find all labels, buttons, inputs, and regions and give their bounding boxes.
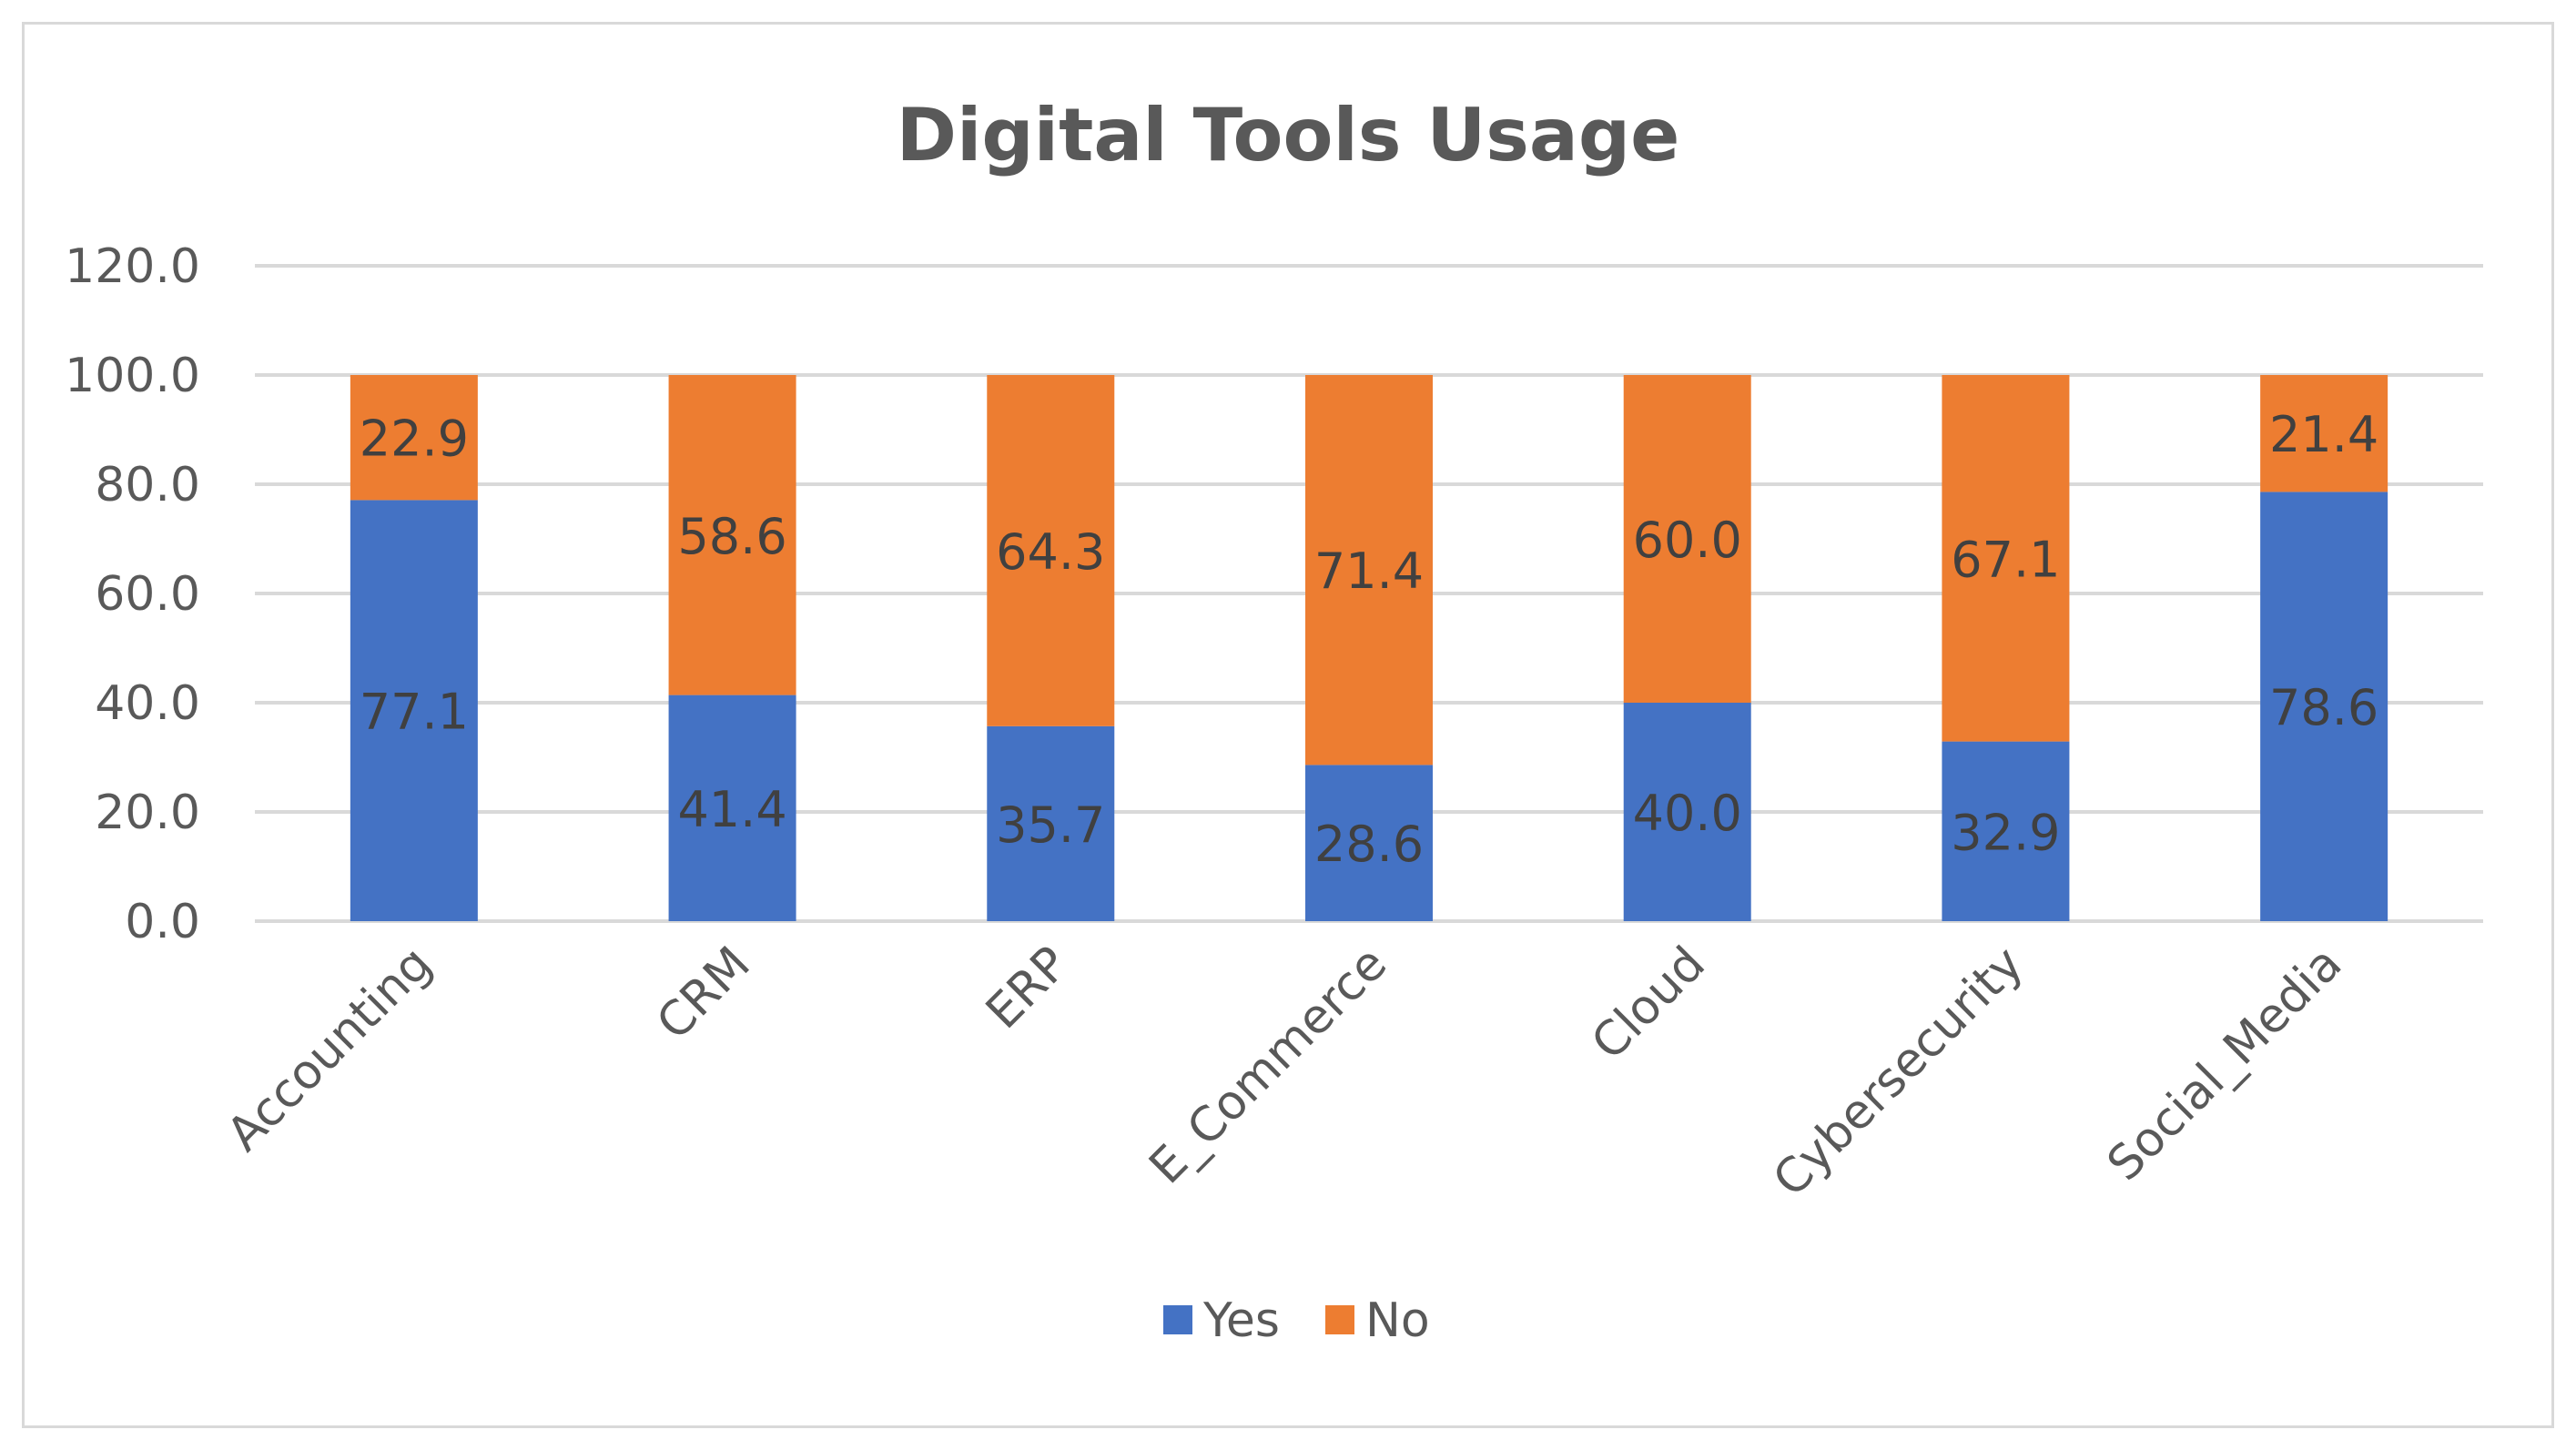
data-label: 32.9 [1951,804,2060,861]
data-labels: 77.1 22.9 41.4 58.6 35.7 64.3 28.6 71.4 40.0 60.0… [360,406,2379,873]
data-label: 60.0 [1633,512,1742,569]
y-tick-label: 120.0 [65,239,200,294]
legend-swatch-yes [1163,1305,1192,1334]
x-category-label: Social_Media [2097,937,2352,1191]
data-label: 21.4 [2269,406,2378,463]
y-tick-label: 60.0 [95,567,200,622]
legend: Yes No [1163,1293,1430,1348]
legend-label-yes: Yes [1202,1293,1280,1348]
y-tick-label: 20.0 [95,786,200,840]
bar-yes-cloud [1623,703,1751,921]
data-label: 28.6 [1314,816,1424,873]
data-label: 67.1 [1951,531,2060,588]
x-category-label: ERP [976,937,1079,1039]
y-tick-label: 80.0 [95,458,200,512]
y-tick-label: 100.0 [65,349,200,403]
bar-yes-cybersecurity [1942,741,2070,921]
x-category-label: E_Commerce [1140,937,1398,1195]
data-label: 40.0 [1633,785,1742,842]
data-label: 58.6 [677,508,786,565]
bar-no-cloud [1623,375,1751,703]
legend-swatch-no [1325,1305,1354,1334]
y-tick-label: 0.0 [125,895,200,949]
bar-no-cybersecurity [1942,375,2070,742]
data-label: 22.9 [360,411,469,468]
data-label: 71.4 [1314,542,1424,600]
data-label: 41.4 [677,781,786,838]
data-label: 35.7 [996,796,1105,854]
data-label: 77.1 [360,684,469,741]
bar-no-erp [987,375,1115,726]
y-tick-label: 40.0 [95,676,200,731]
bar-no-e_commerce [1305,375,1433,766]
bar-yes-erp [987,725,1115,921]
bar-no-accounting [350,375,478,501]
bar-yes-social_media [2260,492,2388,921]
x-axis-categories: Accounting CRM ERP E_Commerce Cloud Cybersecu… [217,937,2352,1208]
bar-no-social_media [2260,375,2388,492]
bar-yes-e_commerce [1305,765,1433,921]
bar-yes-crm [668,695,796,921]
bar-no-crm [668,375,796,695]
y-axis-ticks: 0.0 20.0 40.0 60.0 80.0 100.0 120.0 [65,239,200,949]
chart-title: Digital Tools Usage [897,93,1680,177]
data-label: 78.6 [2269,679,2378,736]
x-category-label: Cybersecurity [1763,937,2034,1208]
legend-label-no: No [1365,1293,1430,1348]
bar-yes-accounting [350,500,478,921]
bars [350,375,2388,921]
x-category-label: Accounting [217,937,442,1162]
x-category-label: CRM [646,937,760,1050]
x-category-label: Cloud [1581,937,1715,1070]
data-label: 64.3 [996,523,1105,581]
